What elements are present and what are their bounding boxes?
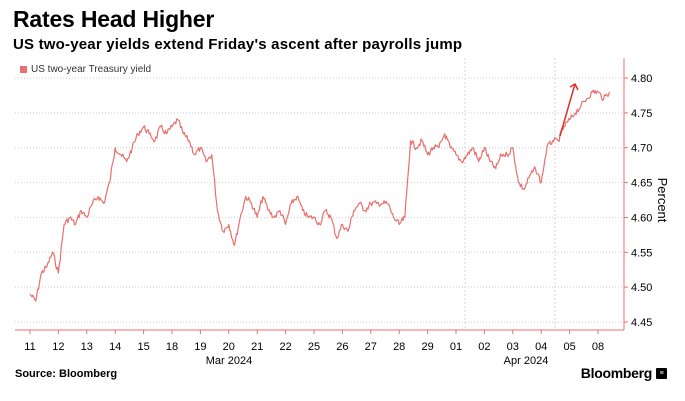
legend: US two-year Treasury yield — [15, 62, 157, 77]
x-tick-label: 18 — [166, 341, 178, 353]
y-tick-label: 4.75 — [631, 108, 652, 120]
x-tick-label: 26 — [336, 341, 348, 353]
x-tick-label: 22 — [279, 341, 291, 353]
x-tick-label: 13 — [81, 341, 93, 353]
y-tick-label: 4.45 — [631, 317, 652, 329]
x-tick-label: 02 — [478, 341, 490, 353]
month-label-apr: Apr 2024 — [504, 355, 549, 367]
y-axis-label: Percent — [655, 178, 670, 223]
x-tick-label: 01 — [450, 341, 462, 353]
brand-logo: Bloomberg ≡ — [581, 365, 667, 381]
annotation-arrow-head — [569, 82, 579, 91]
x-tick-label: 11 — [24, 341, 35, 353]
y-tick-label: 4.70 — [631, 143, 652, 155]
brand-badge-icon: ≡ — [656, 367, 667, 379]
x-tick-label: 05 — [563, 341, 575, 353]
x-tick-label: 27 — [365, 341, 377, 353]
x-tick-label: 21 — [251, 341, 263, 353]
annotation-arrow-shaft — [559, 83, 576, 137]
x-tick-label: 14 — [109, 341, 121, 353]
x-tick-label: 08 — [592, 341, 604, 353]
legend-label: US two-year Treasury yield — [31, 64, 152, 75]
chart-subtitle: US two-year yields extend Friday's ascen… — [13, 36, 463, 53]
x-tick-label: 12 — [52, 341, 64, 353]
legend-swatch — [20, 66, 27, 73]
y-tick-label: 4.50 — [631, 282, 652, 294]
x-tick-label: 04 — [535, 341, 547, 353]
y-tick-label: 4.80 — [631, 73, 652, 85]
chart-title: Rates Head Higher — [13, 6, 215, 32]
x-tick-label: 15 — [137, 341, 149, 353]
x-tick-label: 20 — [223, 341, 235, 353]
brand-name: Bloomberg — [580, 365, 653, 381]
y-tick-label: 4.65 — [631, 178, 652, 190]
y-tick-label: 4.55 — [631, 247, 652, 259]
y-tick-label: 4.60 — [631, 212, 652, 224]
x-tick-label: 25 — [308, 341, 320, 353]
month-label-mar: Mar 2024 — [206, 355, 252, 367]
series-line-us-two-year-yield — [29, 89, 610, 302]
x-tick-label: 03 — [507, 341, 519, 353]
x-tick-label: 19 — [194, 341, 206, 353]
source-note: Source: Bloomberg — [15, 368, 118, 380]
x-tick-label: 29 — [421, 341, 433, 353]
x-tick-label: 28 — [393, 341, 405, 353]
